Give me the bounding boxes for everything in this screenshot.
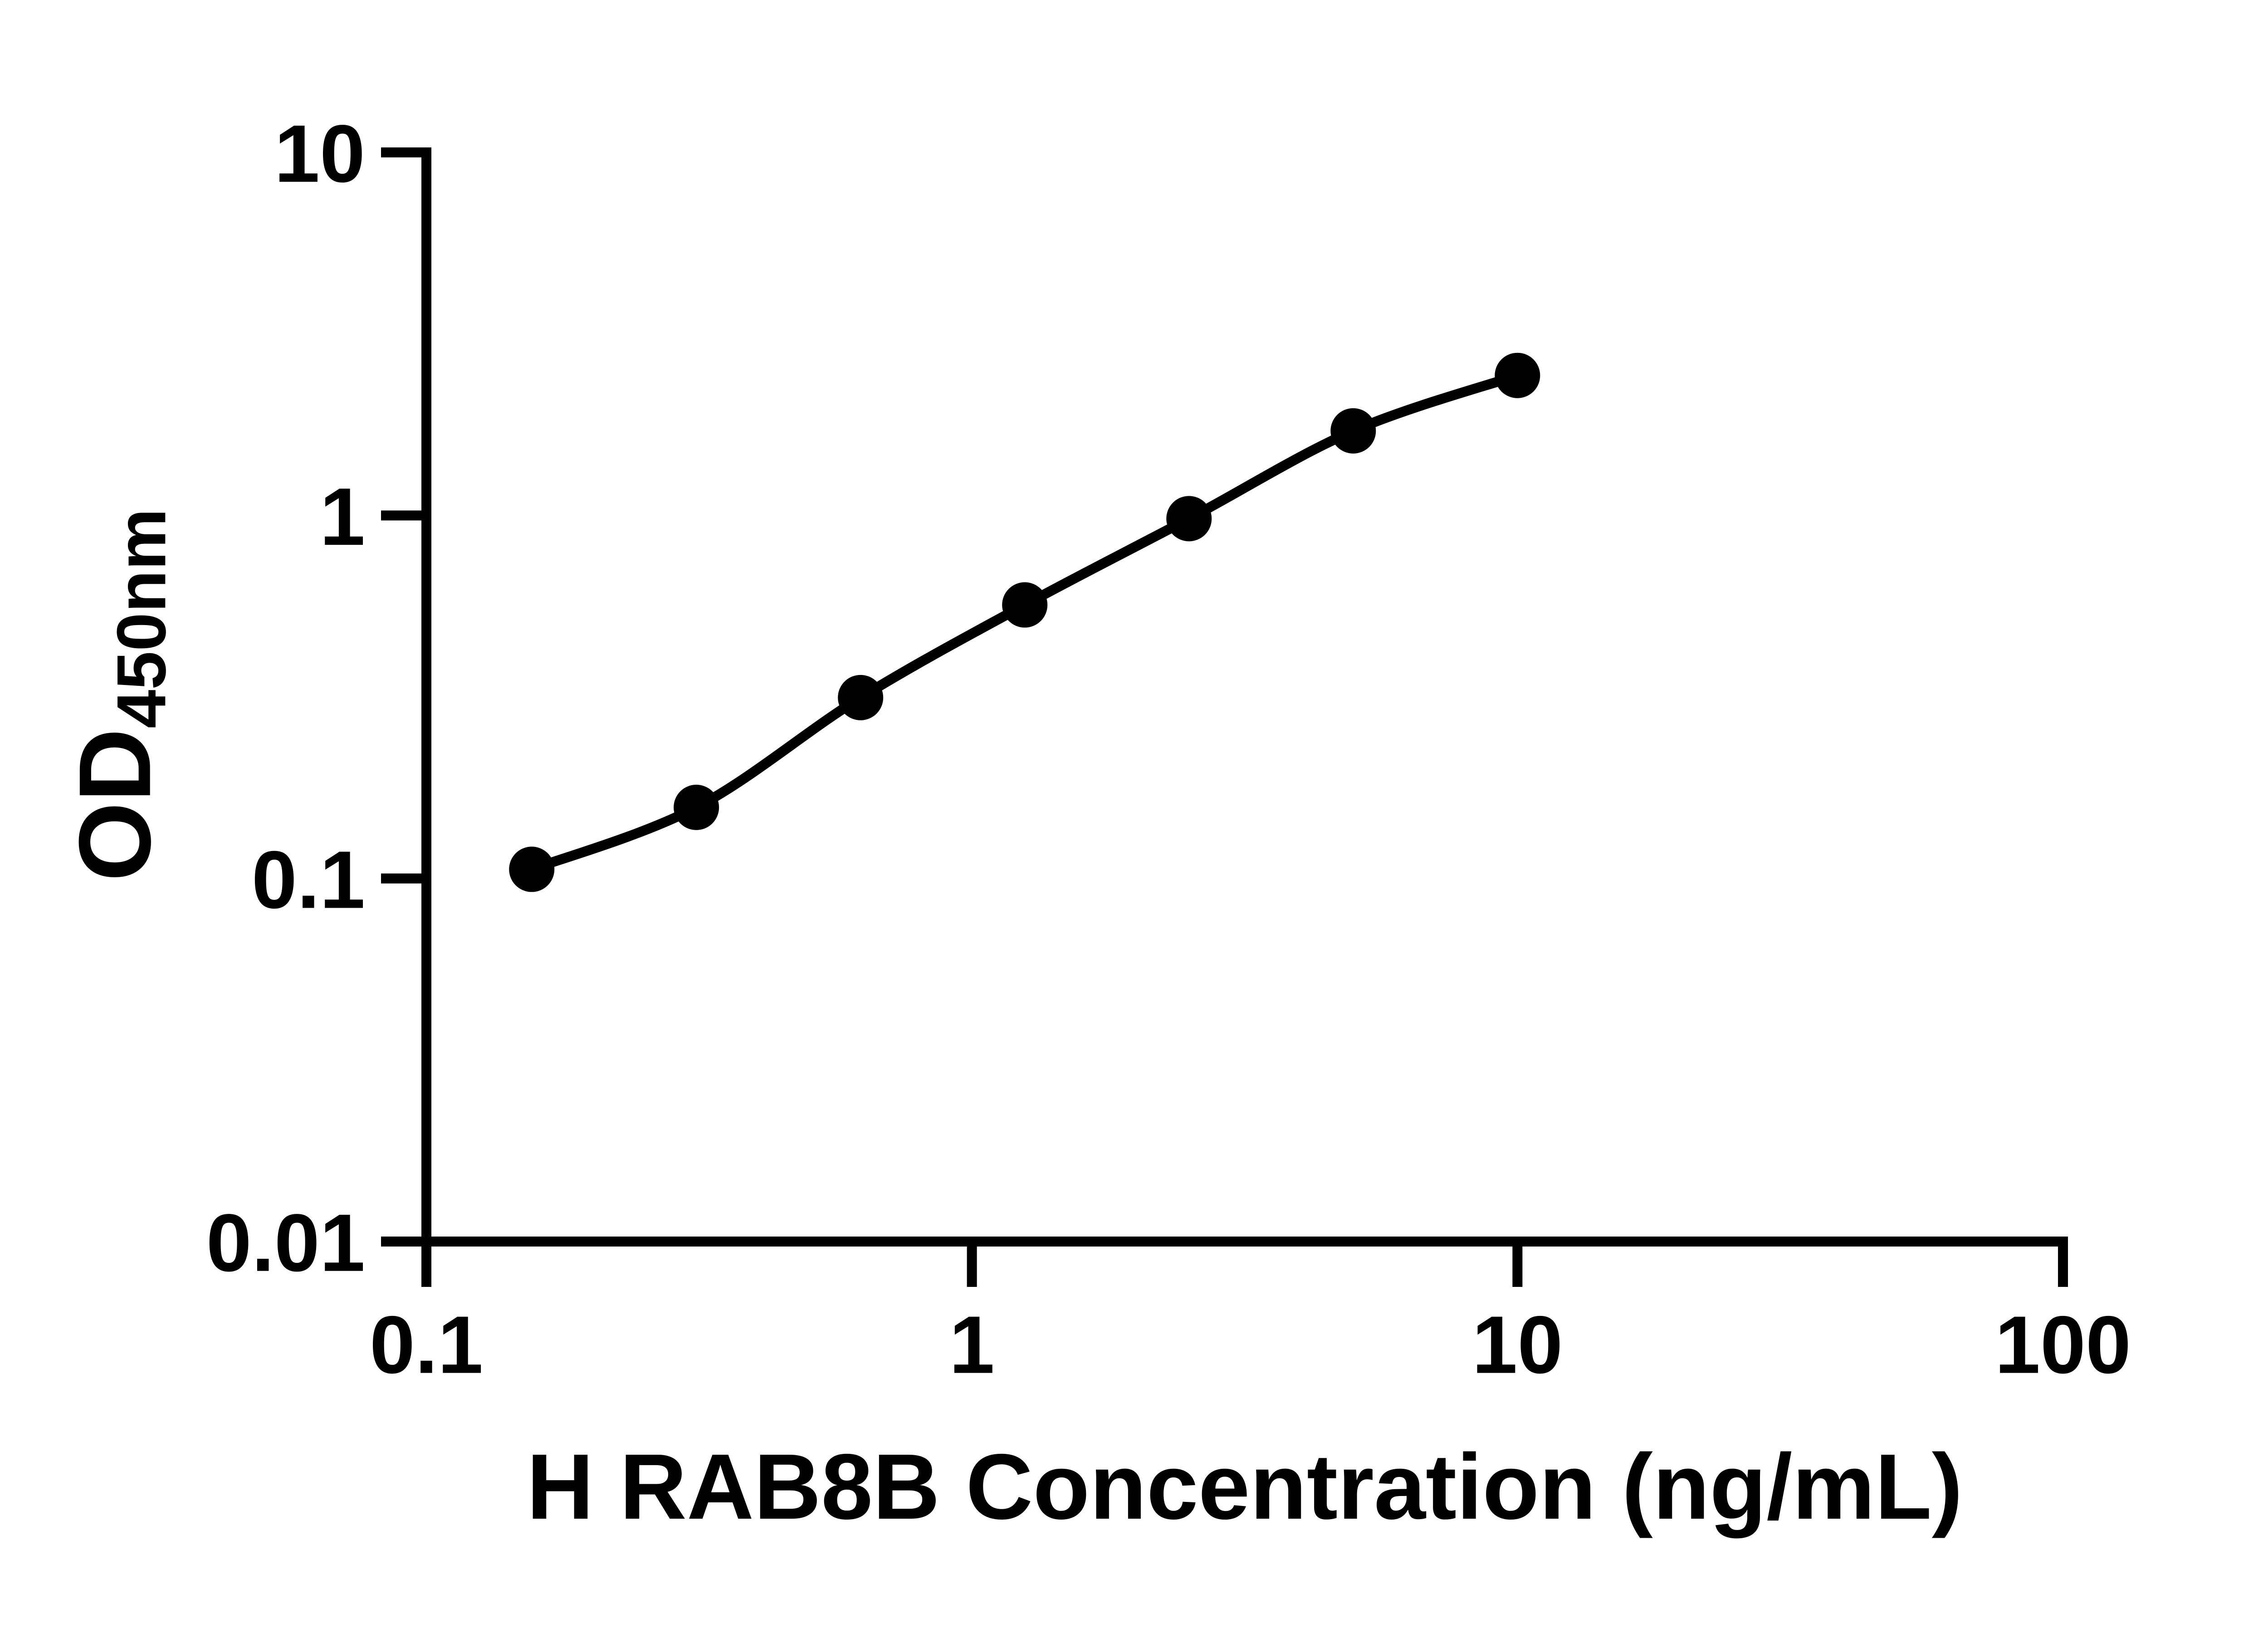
y-axis-tick-label: 0.1	[252, 834, 365, 925]
axes-layer	[381, 147, 2068, 1287]
y-axis-tick-label: 0.01	[206, 1198, 365, 1289]
data-point-marker	[1166, 496, 1212, 542]
data-point-marker	[1495, 352, 1540, 398]
x-axis-tick-label: 10	[1472, 1300, 1563, 1391]
data-point-marker	[1330, 408, 1376, 454]
y-axis-title-subscript: 450nm	[103, 508, 181, 728]
x-axis-tick-label: 0.1	[370, 1300, 483, 1391]
data-points-layer	[509, 352, 1540, 892]
data-point-marker	[1002, 582, 1048, 628]
data-point-marker	[838, 675, 884, 720]
data-point-marker	[509, 846, 555, 892]
x-axis-tick-label: 1	[949, 1300, 995, 1391]
data-point-marker	[674, 784, 719, 830]
y-axis-title: OD450nm	[56, 508, 182, 881]
y-axis-tick-label: 10	[274, 108, 365, 200]
x-axis-title-text: H RAB8B Concentration (ng/mL)	[527, 1435, 1963, 1539]
x-axis-title: H RAB8B Concentration (ng/mL)	[426, 1433, 2063, 1540]
x-axis-tick-label: 100	[1995, 1300, 2131, 1391]
y-axis-title-main: OD	[57, 728, 172, 882]
y-axis-tick-label: 1	[320, 471, 365, 562]
